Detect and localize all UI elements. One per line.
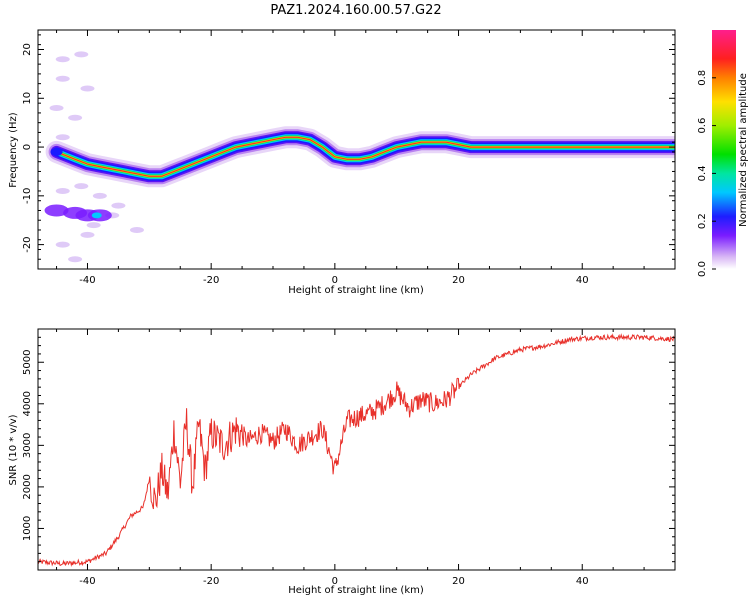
- snr-ytick-label: 3000: [22, 433, 33, 458]
- spectrogram-xlabel: Height of straight line (km): [288, 285, 424, 296]
- colorbar-gradient: [712, 30, 736, 269]
- spectrogram-ytick-label: 10: [22, 92, 33, 105]
- spectrogram-xtick-label: -40: [79, 275, 95, 286]
- snr-panel: -40 -20 0 20 40 1000 2000 3000 4000 5000 Height o…: [8, 328, 676, 596]
- snr-ticks: -40 -20 0 20 40 1000 2000 3000 4000 5000: [22, 329, 676, 587]
- snr-ytick-label: 5000: [22, 350, 33, 375]
- colorbar-tick-label: 0.0: [697, 261, 708, 277]
- spectrogram-secondary-core: [91, 212, 102, 219]
- spectrogram-xtick-label: 0: [332, 275, 338, 286]
- snr-xtick-label: 20: [452, 576, 465, 587]
- colorbar-label: Normalized spectral amplitude: [738, 73, 749, 227]
- spectrogram-panel: -40 -20 0 20 40 -20 -10 0 10 20 Height of straigh…: [8, 29, 676, 296]
- spectrogram-xtick-label: 40: [576, 275, 589, 286]
- spectrogram-ticks: -40 -20 0 20 40 -20 -10 0 10 20: [22, 30, 676, 286]
- spectrogram-noise-blob: [74, 183, 89, 190]
- spectrogram-left-core: [50, 147, 63, 156]
- spectrogram-noise-blob: [55, 56, 70, 63]
- spectrogram-secondary-blob: [44, 204, 69, 217]
- snr-xlabel: Height of straight line (km): [288, 585, 424, 596]
- spectrogram-ridge-layer: [56, 136, 675, 177]
- spectrogram-noise-blob: [80, 231, 95, 238]
- spectrogram-heat: [44, 51, 675, 263]
- colorbar-tick-label: 0.2: [697, 213, 708, 229]
- snr-frame: [38, 329, 675, 570]
- spectrogram-noise-blob: [55, 241, 70, 248]
- spectrogram-noise-blob: [55, 134, 70, 141]
- spectrogram-noise-blob: [111, 202, 126, 209]
- spectrogram-xtick-label: 20: [452, 275, 465, 286]
- snr-border: [37, 328, 676, 571]
- colorbar-tick-label: 0.8: [697, 70, 708, 86]
- snr-xtick-label: -20: [203, 576, 219, 587]
- snr-ytick-label: 4000: [22, 391, 33, 416]
- spectrogram-noise-blob: [55, 187, 70, 194]
- spectrogram-noise-blob: [55, 75, 70, 82]
- spectrogram-ytick-label: 0: [22, 144, 33, 150]
- spectrogram-noise-blob: [86, 222, 101, 229]
- colorbar: 0.0 0.2 0.4 0.6 0.8 Normalized spectral ampl…: [697, 30, 749, 277]
- spectrogram-noise-blob: [80, 85, 95, 92]
- spectrogram-ytick-label: 20: [22, 43, 33, 56]
- snr-xtick-label: -40: [79, 576, 95, 587]
- colorbar-ticks: 0.0 0.2 0.4 0.6 0.8: [697, 70, 716, 277]
- spectrogram-noise-blob: [68, 256, 83, 263]
- spectrogram-noise-blob: [92, 192, 107, 199]
- spectrogram-noise-blob: [74, 51, 89, 58]
- snr-ytick-label: 1000: [22, 516, 33, 541]
- spectrogram-noise-blob: [68, 114, 83, 121]
- spectrogram-border: [37, 29, 676, 270]
- spectrogram-ytick-label: -20: [22, 236, 33, 252]
- spectrogram-ytick-label: -10: [22, 188, 33, 204]
- snr-xtick-label: 0: [332, 576, 338, 587]
- spectrogram-noise-blob: [49, 105, 64, 112]
- spectrogram-xtick-label: -20: [203, 275, 219, 286]
- snr-ylabel: SNR (10 * v/v): [8, 414, 19, 485]
- spectrogram-ylabel: Frequency (Hz): [8, 112, 19, 188]
- figure-title: PAZ1.2024.160.00.57.G22: [270, 3, 441, 18]
- snr-ytick-label: 2000: [22, 474, 33, 499]
- snr-series-line: [38, 333, 675, 567]
- snr-xtick-label: 40: [576, 576, 589, 587]
- colorbar-tick-label: 0.6: [697, 118, 708, 134]
- spectrogram-noise-blob: [129, 226, 144, 233]
- colorbar-tick-label: 0.4: [697, 165, 708, 181]
